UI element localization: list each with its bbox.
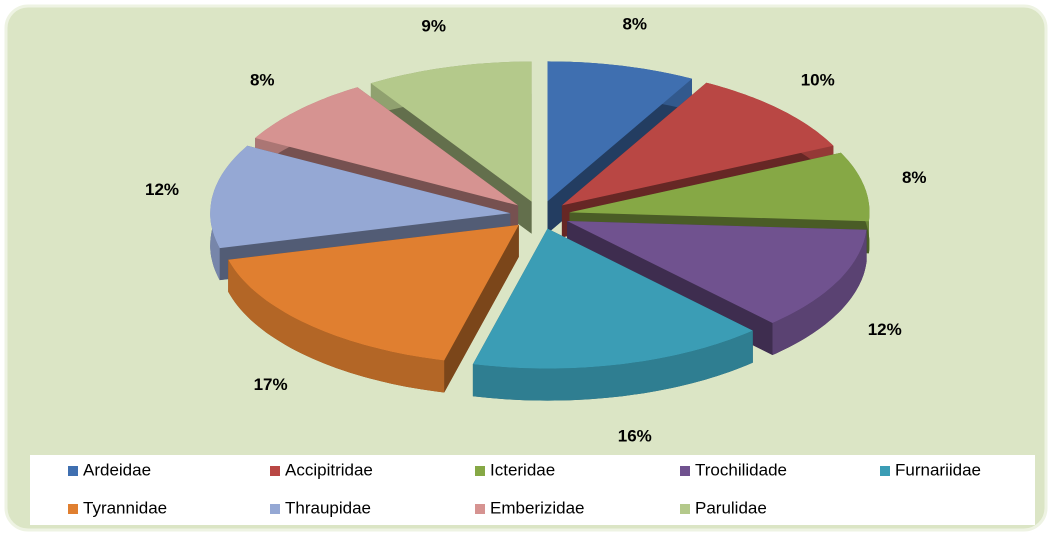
- data-label: 10%: [801, 70, 835, 89]
- legend-label: Emberizidae: [490, 498, 585, 517]
- slice-top: [370, 61, 532, 202]
- data-label: 9%: [421, 16, 446, 35]
- legend-swatch: [475, 466, 485, 476]
- data-label: 8%: [250, 70, 275, 89]
- legend-box: [30, 455, 1035, 525]
- slice: [472, 228, 753, 401]
- data-label: 16%: [618, 426, 652, 445]
- legend-label: Thraupidae: [285, 498, 371, 517]
- legend-swatch: [68, 504, 78, 514]
- data-label: 8%: [622, 15, 647, 34]
- slice-rim: [772, 229, 867, 355]
- legend-label: Tyrannidae: [83, 498, 167, 517]
- legend-label: Icteridae: [490, 460, 555, 479]
- slice-top: [569, 152, 870, 222]
- legend-label: Ardeidae: [83, 460, 151, 479]
- data-label: 12%: [145, 180, 179, 199]
- slice-top: [567, 221, 867, 323]
- legend-label: Accipitridae: [285, 460, 373, 479]
- slice-top: [547, 61, 692, 202]
- slice-rim: [472, 330, 753, 401]
- legend-swatch: [680, 504, 690, 514]
- legend-label: Parulidae: [695, 498, 767, 517]
- legend-swatch: [270, 504, 280, 514]
- legend-swatch: [475, 504, 485, 514]
- legend-swatch: [68, 466, 78, 476]
- slice: [228, 224, 519, 393]
- slice-wall: [444, 224, 519, 393]
- legend-swatch: [880, 466, 890, 476]
- legend-swatch: [680, 466, 690, 476]
- legend-label: Trochilidade: [695, 460, 787, 479]
- legend-label: Furnariidae: [895, 460, 981, 479]
- data-label: 17%: [254, 375, 288, 394]
- slice-top: [561, 82, 834, 206]
- slice-top: [255, 87, 519, 206]
- data-label: 8%: [902, 168, 927, 187]
- legend-swatch: [270, 466, 280, 476]
- data-label: 12%: [868, 320, 902, 339]
- slice-top: [210, 145, 511, 249]
- slice-rim: [228, 259, 445, 393]
- slice-top: [228, 224, 519, 361]
- slice-top: [472, 228, 753, 369]
